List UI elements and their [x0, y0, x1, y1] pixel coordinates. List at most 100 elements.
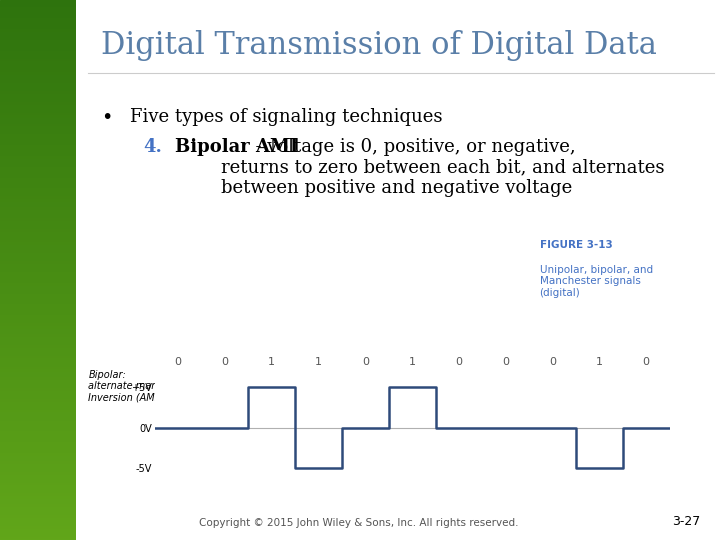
- Bar: [0, 354, 76, 356]
- Bar: [0, 448, 76, 451]
- Bar: [0, 383, 76, 386]
- Bar: [0, 197, 76, 200]
- Bar: [0, 408, 76, 410]
- Bar: [0, 22, 76, 24]
- Bar: [0, 181, 76, 184]
- Bar: [0, 0, 76, 3]
- Bar: [0, 443, 76, 445]
- Bar: [0, 62, 76, 65]
- Text: - voltage is 0, positive, or negative,
        returns to zero between each bit,: - voltage is 0, positive, or negative, r…: [176, 138, 665, 197]
- Bar: [0, 486, 76, 489]
- Bar: [0, 489, 76, 491]
- Bar: [0, 232, 76, 235]
- Bar: [0, 470, 76, 472]
- Text: Digital Transmission of Digital Data: Digital Transmission of Digital Data: [102, 30, 657, 60]
- Bar: [0, 532, 76, 535]
- Bar: [0, 378, 76, 381]
- Bar: [0, 273, 76, 275]
- Bar: [0, 478, 76, 481]
- Bar: [0, 397, 76, 400]
- Bar: [0, 475, 76, 478]
- Bar: [0, 113, 76, 116]
- Bar: [0, 472, 76, 475]
- Bar: [0, 27, 76, 30]
- Bar: [0, 416, 76, 418]
- Bar: [0, 148, 76, 151]
- Bar: [0, 157, 76, 159]
- Text: 0: 0: [222, 357, 228, 367]
- Bar: [0, 189, 76, 192]
- Bar: [0, 429, 76, 432]
- Bar: [0, 270, 76, 273]
- Bar: [0, 340, 76, 343]
- Bar: [0, 494, 76, 497]
- Bar: [0, 135, 76, 138]
- Bar: [0, 186, 76, 189]
- Bar: [0, 100, 76, 103]
- Bar: [0, 502, 76, 505]
- Text: 0: 0: [362, 357, 369, 367]
- Bar: [0, 329, 76, 332]
- Bar: [0, 524, 76, 526]
- Bar: [0, 159, 76, 162]
- Bar: [0, 310, 76, 313]
- Bar: [0, 243, 76, 246]
- Text: FIGURE 3-13: FIGURE 3-13: [539, 240, 612, 251]
- Bar: [0, 421, 76, 424]
- Bar: [0, 111, 76, 113]
- Bar: [0, 173, 76, 176]
- Bar: [0, 456, 76, 459]
- Bar: [0, 78, 76, 81]
- Bar: [0, 500, 76, 502]
- Bar: [0, 505, 76, 508]
- Text: 0: 0: [643, 357, 649, 367]
- Bar: [0, 381, 76, 383]
- Bar: [0, 219, 76, 221]
- Bar: [0, 130, 76, 132]
- Bar: [0, 202, 76, 205]
- Bar: [0, 124, 76, 127]
- Bar: [0, 146, 76, 148]
- Bar: [0, 410, 76, 413]
- Bar: [0, 30, 76, 32]
- Bar: [0, 162, 76, 165]
- Bar: [0, 5, 76, 8]
- Bar: [0, 94, 76, 97]
- Bar: [0, 497, 76, 500]
- Bar: [0, 364, 76, 367]
- Bar: [0, 267, 76, 270]
- Bar: [0, 16, 76, 19]
- Text: Bipolar AMI: Bipolar AMI: [176, 138, 299, 156]
- Bar: [0, 40, 76, 43]
- Bar: [0, 254, 76, 256]
- Bar: [0, 86, 76, 89]
- Bar: [0, 367, 76, 370]
- Bar: [0, 427, 76, 429]
- Bar: [0, 526, 76, 529]
- Text: Copyright © 2015 John Wiley & Sons, Inc. All rights reserved.: Copyright © 2015 John Wiley & Sons, Inc.…: [199, 518, 519, 528]
- Bar: [0, 413, 76, 416]
- Text: •: •: [102, 108, 113, 127]
- Bar: [0, 194, 76, 197]
- Bar: [0, 513, 76, 516]
- Text: 0: 0: [175, 357, 181, 367]
- Bar: [0, 392, 76, 394]
- Bar: [0, 184, 76, 186]
- Bar: [0, 324, 76, 327]
- Bar: [0, 362, 76, 364]
- Bar: [0, 394, 76, 397]
- Bar: [0, 211, 76, 213]
- Bar: [0, 81, 76, 84]
- Text: Unipolar, bipolar, and
Manchester signals
(digital): Unipolar, bipolar, and Manchester signal…: [539, 265, 653, 298]
- Bar: [0, 176, 76, 178]
- Bar: [0, 240, 76, 243]
- Bar: [0, 14, 76, 16]
- Bar: [0, 386, 76, 389]
- Bar: [0, 105, 76, 108]
- Bar: [0, 208, 76, 211]
- Bar: [0, 73, 76, 76]
- Bar: [0, 418, 76, 421]
- Text: 4.: 4.: [143, 138, 162, 156]
- Bar: [0, 305, 76, 308]
- Bar: [0, 108, 76, 111]
